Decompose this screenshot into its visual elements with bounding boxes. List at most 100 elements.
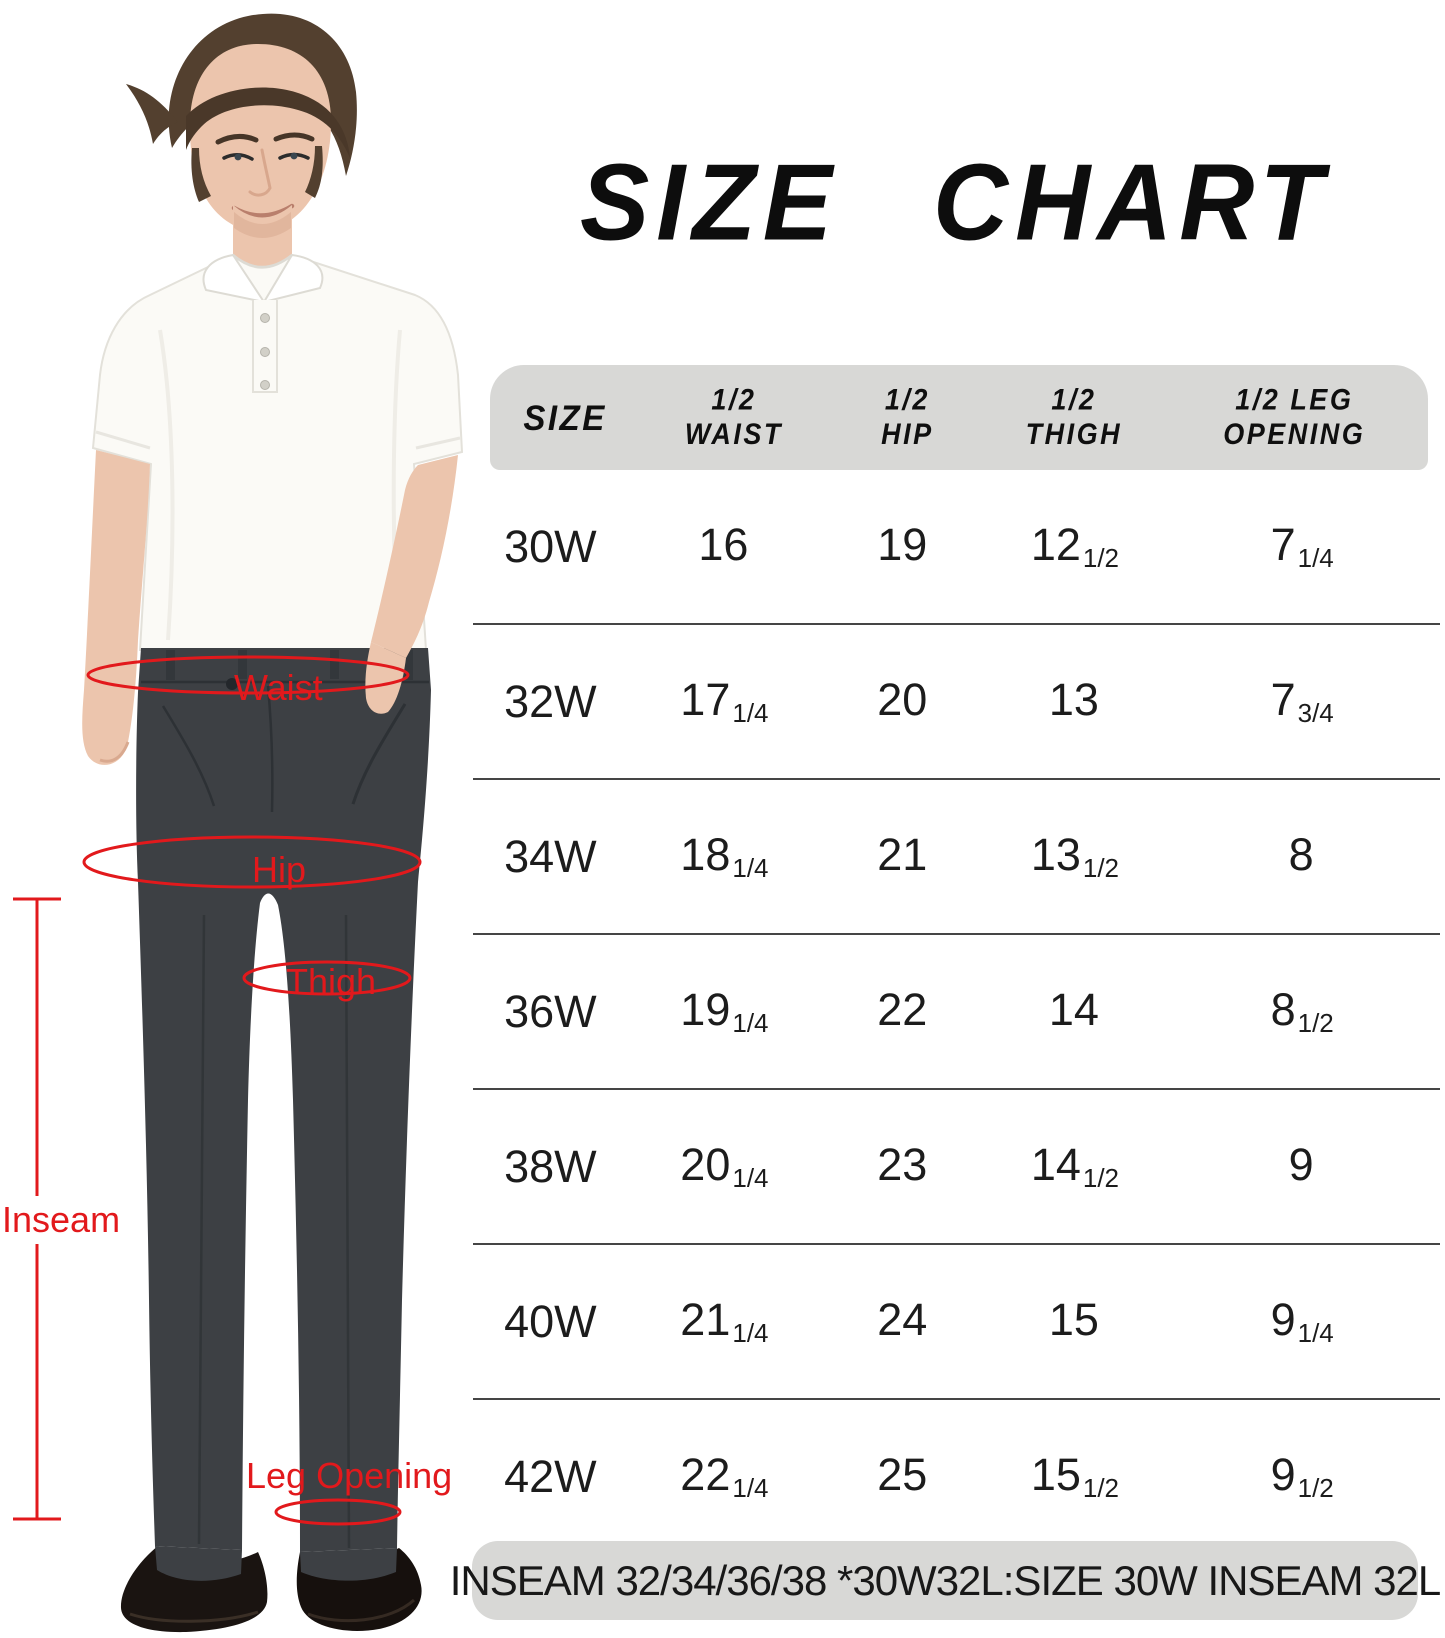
size-cell: 34W (504, 830, 597, 882)
measure-cell: 81/2 (1270, 984, 1334, 1038)
leg-opening-ellipse (274, 1498, 402, 1526)
sideburn-left (191, 148, 211, 202)
table-row: 42W 221/4 25 151/2 91/2 (473, 1400, 1440, 1553)
measure-cell: 13 (1048, 674, 1099, 725)
measure-cell: 91/4 (1270, 1294, 1334, 1348)
fly-seam (266, 685, 274, 813)
pocket-edge-over-hand (351, 703, 407, 805)
measure-cell: 15 (1048, 1294, 1099, 1345)
face (189, 44, 331, 233)
measure-cell: 131/2 (1030, 829, 1120, 883)
header-cell-waist: 1/2 WAIST (684, 383, 783, 451)
measure-cell: 91/2 (1270, 1449, 1334, 1503)
belt-loop (330, 650, 339, 679)
hip-ellipse (82, 835, 422, 889)
measure-cell: 9 (1288, 1139, 1314, 1190)
measure-cell: 141/2 (1030, 1139, 1120, 1193)
thigh-label: Thigh (286, 961, 377, 1002)
size-table: SIZE 1/2 WAIST 1/2 HIP 1/2 THIGH 1/2 LEG… (473, 365, 1440, 1553)
measure-cell: 151/2 (1030, 1449, 1120, 1503)
eyebrow-left (215, 134, 259, 145)
neck-shadow (234, 212, 291, 238)
measure-cell: 8 (1288, 829, 1314, 880)
shoe-highlight (307, 1598, 416, 1623)
polo-button-2 (260, 347, 270, 357)
size-cell: 40W (504, 1295, 597, 1347)
measure-cell: 221/4 (680, 1449, 769, 1503)
shoe-highlight (129, 1610, 259, 1623)
eyebrow-right (273, 132, 315, 142)
polo-button-1 (260, 313, 270, 323)
table-header: SIZE 1/2 WAIST 1/2 HIP 1/2 THIGH 1/2 LEG… (490, 365, 1428, 470)
header-cell-size: SIZE (523, 397, 607, 438)
page-title: SIZE CHART (579, 142, 1331, 263)
measure-cell: 71/4 (1270, 519, 1334, 573)
table-row: 30W 16 19 121/2 71/4 (473, 470, 1440, 625)
table-row: 34W 181/4 21 131/2 8 (473, 780, 1440, 935)
measure-cell: 20 (877, 674, 928, 725)
cuff-right (300, 1548, 397, 1581)
collar-left (202, 253, 267, 304)
belt-loop (238, 650, 247, 679)
table-row: 36W 191/4 22 14 81/2 (473, 935, 1440, 1090)
size-cell: 30W (504, 520, 597, 572)
placket (252, 300, 278, 393)
belt-loop (404, 650, 413, 680)
pupil-left (234, 153, 242, 161)
waist-label: Waist (234, 667, 323, 708)
table-row: 32W 171/4 20 13 73/4 (473, 625, 1440, 780)
collar-back (232, 254, 293, 269)
inseam-label: Inseam (0, 1196, 129, 1244)
measure-cell: 19 (877, 519, 928, 570)
table-row: 38W 201/4 23 141/2 9 (473, 1090, 1440, 1245)
measure-cell: 121/2 (1030, 519, 1120, 573)
cuff-left (155, 1546, 242, 1581)
measure-cell: 201/4 (680, 1139, 769, 1193)
leg-opening-label: Leg Opening (246, 1455, 453, 1496)
measure-cell: 181/4 (680, 829, 769, 883)
pupil-right (290, 152, 298, 160)
thigh-ellipse (242, 960, 412, 996)
size-cell: 38W (504, 1140, 597, 1192)
header-cell-hip: 1/2 HIP (881, 383, 934, 451)
hair-flick (126, 84, 178, 144)
header-cell-leg-opening: 1/2 LEG OPENING (1223, 383, 1366, 451)
measure-cell: 25 (877, 1449, 928, 1500)
pocket-left (161, 705, 216, 807)
hip-label: Hip (252, 849, 307, 890)
sideburn-right (305, 146, 323, 198)
measure-cell: 21 (877, 829, 928, 880)
size-cell: 42W (504, 1450, 597, 1502)
size-cell: 32W (504, 675, 597, 727)
sleeve-hem-left (95, 430, 151, 450)
hair-fringe (186, 87, 350, 158)
sleeve-hem-right (415, 436, 461, 450)
measure-cell: 191/4 (680, 984, 769, 1038)
measure-cell: 171/4 (680, 674, 769, 728)
belt-loop (166, 650, 175, 680)
hand-right (99, 741, 130, 763)
model-photo (13, 13, 464, 1633)
table-body: 30W 16 19 121/2 71/4 32W 171/4 20 13 73/… (473, 470, 1440, 1553)
polo-button-3 (260, 380, 270, 390)
table-row: 40W 211/4 24 15 91/4 (473, 1245, 1440, 1400)
crease-left (197, 914, 206, 1545)
pants-button (226, 678, 238, 690)
thumb-left (365, 642, 406, 714)
measure-cell: 14 (1048, 984, 1099, 1035)
header-cell-thigh: 1/2 THIGH (1025, 383, 1123, 451)
measure-cell: 22 (877, 984, 928, 1035)
collar-right (261, 253, 324, 304)
arm-left (371, 455, 458, 658)
nose (248, 148, 272, 197)
measure-cell: 73/4 (1270, 674, 1334, 728)
measure-cell: 211/4 (680, 1294, 769, 1348)
waist-ellipse (86, 655, 410, 695)
pants (136, 648, 431, 1552)
size-cell: 36W (504, 985, 597, 1037)
measure-cell: 24 (877, 1294, 928, 1345)
measure-cell: 23 (877, 1139, 928, 1190)
measure-cell: 16 (698, 519, 749, 570)
inseam-footnote: INSEAM 32/34/36/38 *30W32L:SIZE 30W INSE… (450, 1541, 1441, 1620)
